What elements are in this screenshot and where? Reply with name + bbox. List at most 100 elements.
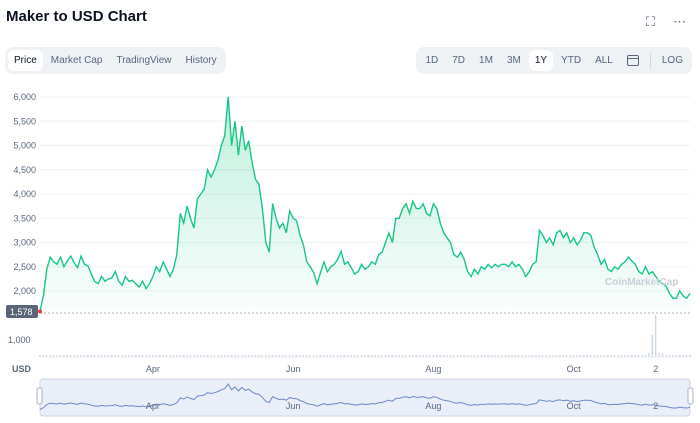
navigator-handle-left[interactable] [36, 387, 43, 405]
range-7d[interactable]: 7D [452, 55, 466, 66]
volume-bar [179, 355, 181, 357]
volume-bar [282, 355, 284, 357]
volume-bar [148, 355, 151, 357]
volume-bar [521, 355, 523, 357]
volume-bar [559, 355, 561, 357]
volume-bar [627, 355, 630, 357]
volume-bar [432, 355, 435, 357]
volume-bar [56, 355, 58, 357]
more-options-icon[interactable]: ⋯ [673, 14, 686, 29]
volume-bar [374, 355, 376, 357]
volume-bars [39, 315, 691, 357]
volume-bar [292, 355, 294, 357]
volume-bar [128, 355, 130, 357]
volume-bar [665, 355, 667, 357]
range-1d[interactable]: 1D [425, 55, 439, 66]
volume-bar [583, 355, 585, 357]
volume-bar [114, 355, 116, 357]
volume-bar [668, 355, 671, 357]
volume-bar [689, 355, 691, 357]
volume-bar [223, 355, 226, 357]
range-1m[interactable]: 1M [479, 55, 493, 66]
volume-bar [155, 355, 157, 357]
range-3m[interactable]: 3M [506, 55, 521, 66]
navigator-tick-label: Jun [286, 401, 301, 411]
volume-bar [678, 355, 681, 357]
volume-bar [189, 355, 192, 357]
volume-bar [562, 355, 565, 357]
volume-bar [579, 355, 582, 357]
volume-bar [258, 355, 260, 357]
volume-bar [535, 355, 537, 357]
volume-bar [134, 355, 137, 357]
y-tick-label: 2,000 [13, 286, 36, 296]
tab-tradingview[interactable]: TradingView [116, 55, 172, 66]
volume-bar [350, 355, 352, 357]
volume-bar [288, 355, 291, 357]
volume-bar [206, 355, 209, 357]
x-tick-label: Aug [425, 364, 441, 374]
volume-bar [518, 355, 520, 357]
volume-bar [285, 355, 287, 357]
volume-bar [182, 355, 185, 357]
x-tick-label: Oct [567, 364, 582, 374]
range-all[interactable]: ALL [595, 55, 613, 66]
tab-market-cap[interactable]: Market Cap [50, 55, 103, 66]
volume-bar [46, 355, 48, 357]
volume-bar [299, 355, 301, 357]
y-tick-label: 2,500 [13, 262, 36, 272]
volume-bar [73, 355, 75, 357]
volume-bar [631, 355, 633, 357]
range-1y[interactable]: 1Y [528, 50, 554, 71]
volume-bar [463, 355, 465, 357]
volume-bar [347, 355, 349, 357]
volume-bar [271, 355, 274, 357]
tab-history[interactable]: History [185, 55, 217, 66]
volume-bar [514, 355, 517, 357]
volume-bar [364, 355, 366, 357]
volume-bar [186, 355, 188, 357]
volume-bar [394, 355, 397, 357]
volume-bar [494, 355, 496, 357]
volume-bar [538, 355, 541, 357]
watermark: CoinMarketCap [605, 277, 678, 288]
volume-bar [360, 355, 363, 357]
calendar-icon[interactable] [626, 55, 639, 66]
volume-bar [449, 355, 452, 357]
volume-bar [617, 355, 619, 357]
volume-bar [624, 355, 626, 357]
volume-bar [603, 355, 606, 357]
volume-bar [511, 355, 513, 357]
range-ytd[interactable]: YTD [561, 55, 582, 66]
volume-bar [436, 355, 438, 357]
volume-bar [234, 355, 236, 357]
y-tick-label: 3,000 [13, 238, 36, 248]
volume-bar [251, 355, 253, 357]
volume-bar [39, 355, 41, 357]
volume-bar [176, 355, 178, 357]
volume-bar [326, 355, 328, 357]
volume-bar [531, 355, 534, 357]
volume-bar [483, 355, 486, 357]
volume-bar [661, 353, 664, 357]
volume-bar [542, 355, 544, 357]
fullscreen-icon[interactable]: ⛶ [645, 14, 655, 29]
volume-bar [586, 355, 588, 357]
volume-bar [572, 355, 575, 357]
volume-bar [343, 355, 346, 357]
volume-bar [312, 355, 315, 357]
tab-price[interactable]: Price [8, 50, 43, 71]
navigator-window[interactable] [39, 378, 691, 417]
volume-bar [59, 355, 62, 357]
log-scale-toggle[interactable]: LOG [661, 55, 683, 66]
volume-bar [69, 355, 72, 357]
volume-bar [634, 355, 636, 357]
navigator-tick-label: Aug [425, 401, 441, 411]
x-tick-label: Jun [286, 364, 301, 374]
volume-bar [138, 355, 140, 357]
navigator-handle-right[interactable] [687, 387, 694, 405]
y-tick-label: 6,000 [13, 92, 36, 102]
volume-bar [651, 335, 653, 357]
x-tick-label: Apr [146, 364, 160, 374]
